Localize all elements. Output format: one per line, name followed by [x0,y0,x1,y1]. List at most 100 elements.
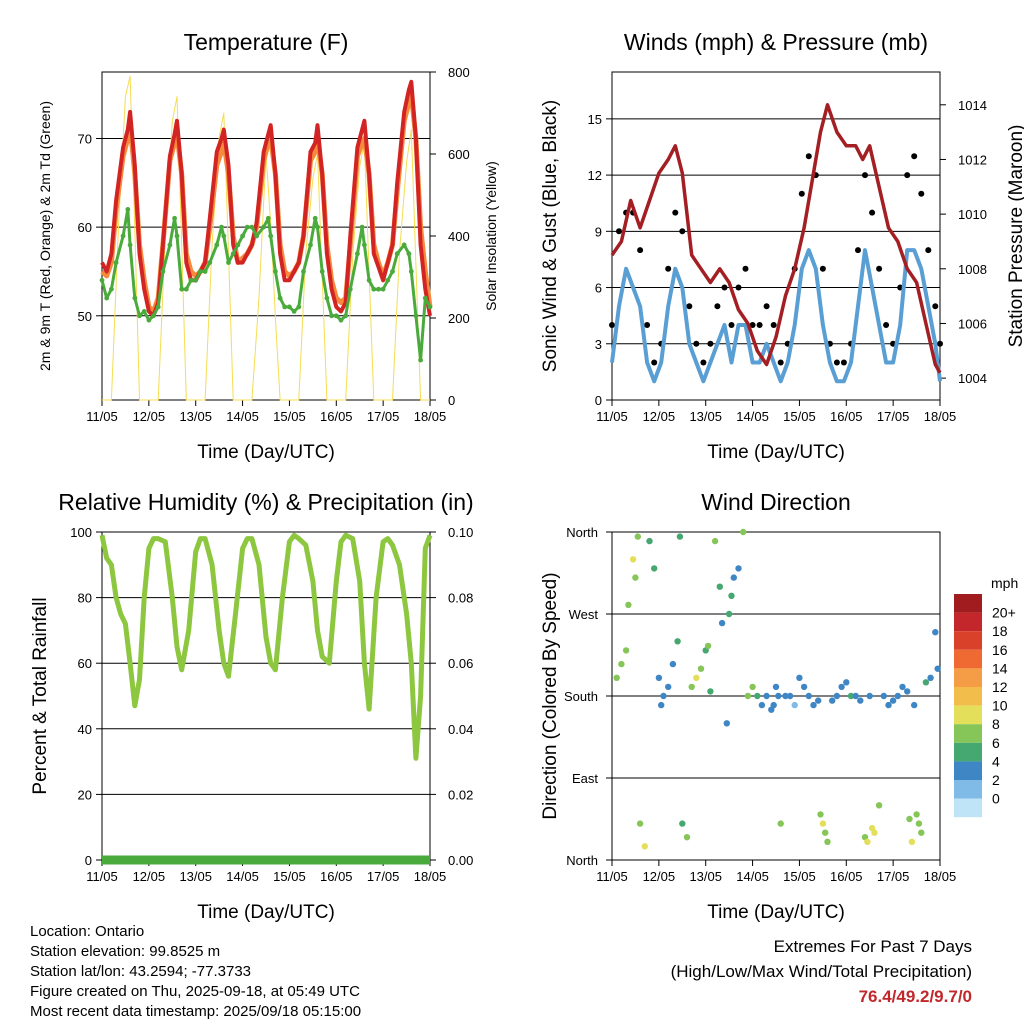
y2-tick-label: 1010 [958,207,987,222]
dewpoint-point [315,224,320,230]
gust-point [679,228,686,235]
gust-point [918,190,925,197]
direction-point [899,683,906,691]
gust-point [672,209,679,216]
gust-point [651,359,658,366]
x-tick-label: 16/05 [320,869,353,884]
panel-4: Wind Direction Time (Day/UTC) 11/05 12/05 13… [540,489,956,923]
x-axis-label: Time (Day/UTC) [707,902,845,923]
gust-point [869,209,876,216]
x-tick-label: 11/05 [596,869,628,884]
dewpoint-point [277,295,283,301]
legend-swatch [954,594,982,613]
dewpoint-point [193,277,199,283]
humidity-line [99,532,433,761]
direction-point [817,811,824,818]
gust-point [840,359,847,366]
x-tick-label: 14/05 [736,409,769,424]
x-tick-label: 15/05 [783,869,816,884]
x-axis-label: Time (Day/UTC) [197,902,335,923]
dewpoint-point [104,295,110,301]
dewpoint-point [174,233,180,239]
dewpoint-point [371,286,377,292]
direction-point [796,674,803,681]
y-tick-label: 80 [78,591,92,606]
gust-point [714,303,721,310]
legend-label: 6 [992,735,1000,751]
x-tick-label: 17/05 [367,409,400,424]
dewpoint-point [207,260,213,265]
dewpoint-point [268,233,274,239]
y-tick-label: East [572,771,598,786]
elevation-text: Station elevation: 99.8525 m [30,943,221,960]
gust-point [770,322,777,328]
x-tick-label: 13/05 [689,869,722,884]
direction-point [679,820,686,827]
extremes-title: Extremes For Past 7 Days [773,937,972,956]
y2-tick-label: 0.00 [448,853,473,868]
x-axis-label: Time (Day/UTC) [707,442,845,463]
direction-point [704,642,712,650]
dewpoint-point [160,269,166,274]
dewpoint-point [240,233,246,239]
plot-frame [101,71,431,401]
direction-point [725,610,733,618]
y-tick-label: 9 [595,224,602,239]
dewpoint-point [125,207,131,212]
dewpoint-point [254,233,259,239]
dewpoint-point [99,277,105,283]
direction-point [889,697,897,704]
dewpoint-line [100,207,432,362]
direction-point [770,701,777,709]
dewpoint-point [221,233,227,239]
direction-point [934,665,941,672]
x-tick-label: 14/05 [226,869,259,884]
gust-point [862,172,868,179]
legend-label: 8 [992,716,1000,732]
y-tick-label: 70 [78,131,92,146]
x-tick-label: 11/05 [86,869,118,884]
direction-point [641,843,648,850]
legend-title: mph [991,575,1018,591]
x-tick-label: 11/05 [86,409,118,424]
x-tick-label: 17/05 [367,869,400,884]
direction-point [629,556,637,563]
direction-point [688,683,695,691]
latlon-text: Station lat/lon: 43.2594; -77.3733 [30,963,252,980]
direction-point [880,692,887,700]
direction-point [906,815,913,823]
x-tick-label: 15/05 [783,409,816,424]
direction-point [683,834,691,841]
gust-point [728,322,735,328]
direction-point [805,692,812,700]
dewpoint-point [141,309,147,314]
direction-point [665,683,672,691]
legend-label: 0 [992,791,1000,807]
y2-axis-label: Station Pressure (Maroon) [1006,125,1024,348]
y-tick-label: 0 [85,853,92,868]
x-tick-label: 17/05 [877,409,910,424]
direction-point [786,692,794,700]
dewpoint-point [127,242,133,248]
dewpoint-point [179,286,185,292]
direction-point [735,565,742,572]
direction-point [658,701,665,709]
direction-point [819,820,827,827]
dewpoint-point [324,295,330,301]
gust-point [805,153,812,160]
dewpoint-point [183,286,189,292]
dewpoint-point [113,260,119,265]
direction-point [782,692,789,700]
y2-tick-label: 1008 [958,262,987,277]
direction-point [613,674,620,681]
gust-point [686,303,693,310]
gust-point [911,153,918,160]
dewpoint-point [390,269,395,274]
direction-point [829,697,836,704]
x-axis-label: Time (Day/UTC) [197,442,335,463]
direction-point [646,537,653,545]
dewpoint-point [394,251,400,257]
panel-1: Temperature (F) Time (Day/UTC) 11/05 12/05 1… [37,29,499,463]
extremes-values: 76.4/49.2/9.7/0 [858,987,972,1006]
